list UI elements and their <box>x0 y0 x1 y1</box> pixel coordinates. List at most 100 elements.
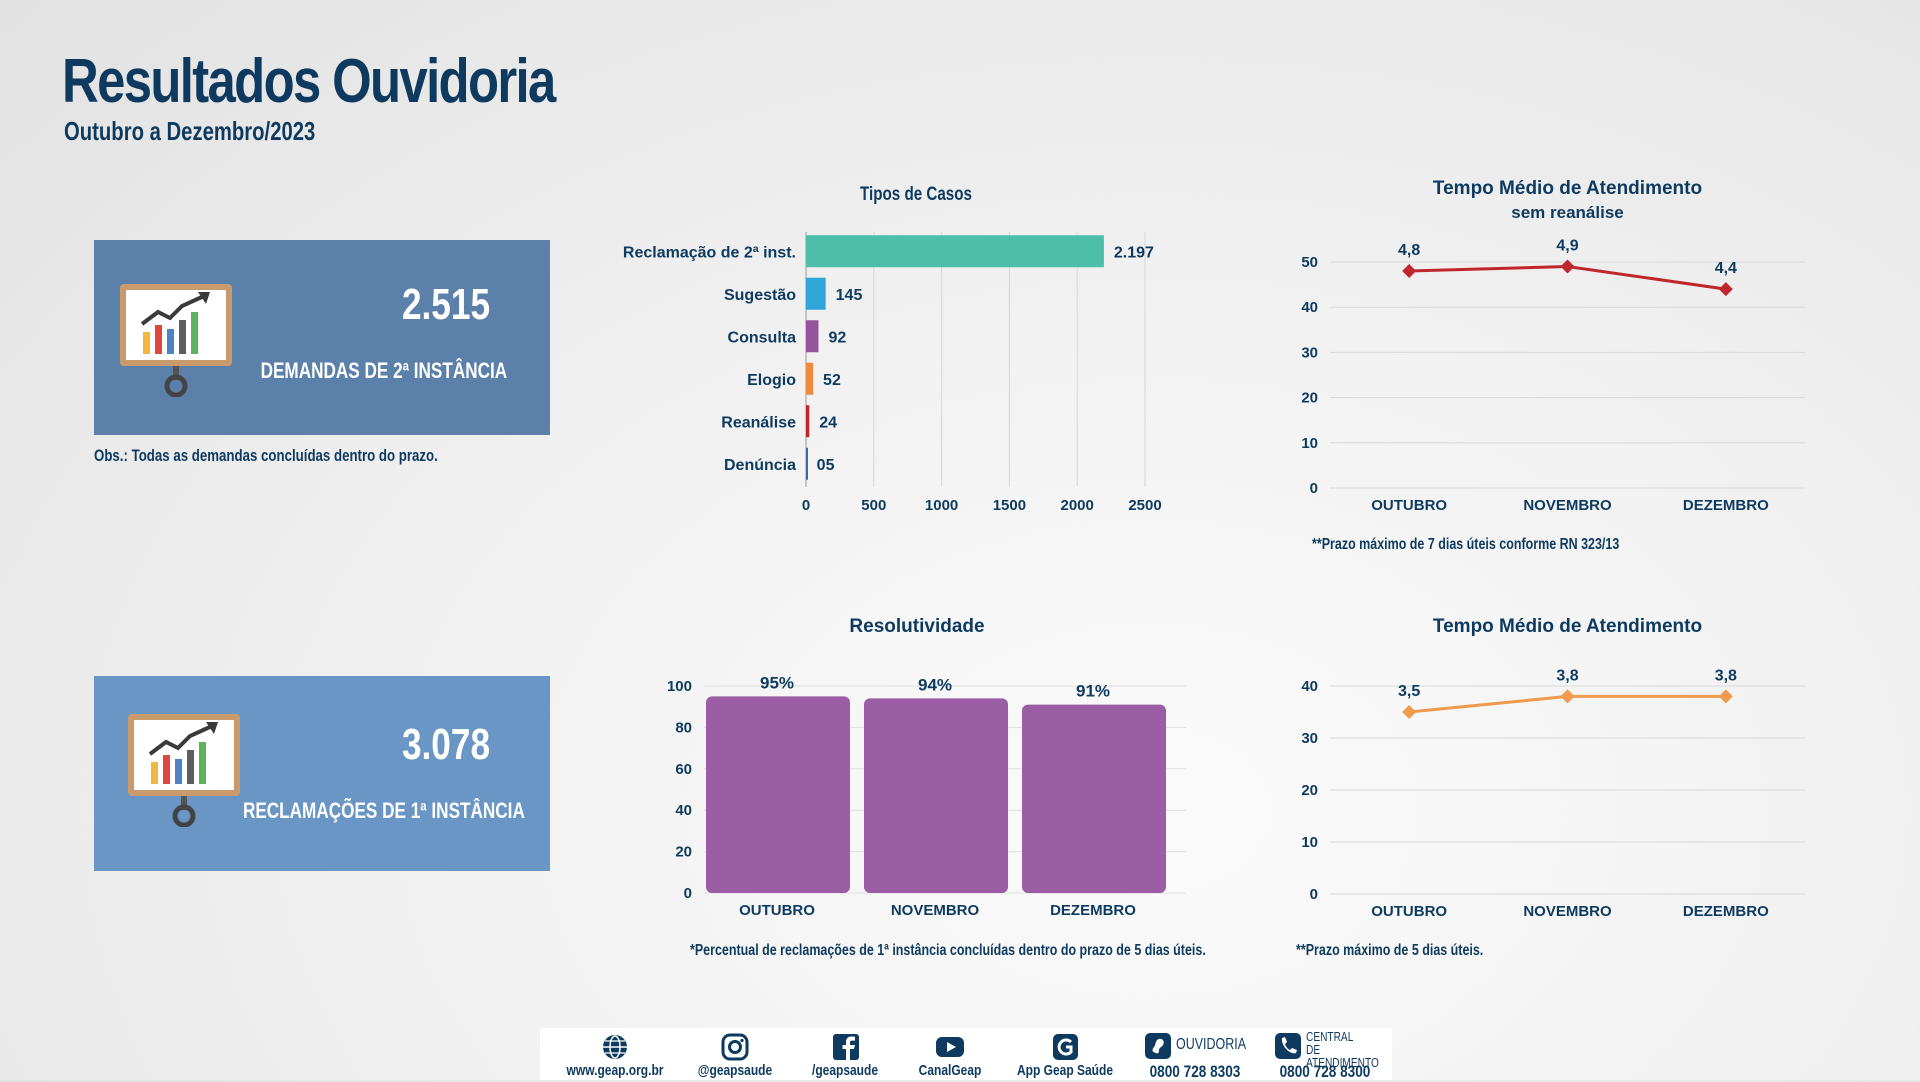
footer-label: /geapsaude <box>811 1062 879 1079</box>
y-tick-label: 80 <box>675 719 692 736</box>
data-label: 4,8 <box>1398 242 1420 259</box>
bar <box>806 277 826 310</box>
y-tick-label: 20 <box>675 844 692 861</box>
x-tick-label: OUTUBRO <box>1371 903 1447 920</box>
y-tick-label: 40 <box>1301 678 1318 695</box>
x-tick-label: DEZEMBRO <box>1683 903 1769 920</box>
tempo2-footnote: **Prazo máximo de 5 dias úteis. <box>1296 942 1484 959</box>
footer-app[interactable]: App Geap Saúde <box>1000 1028 1130 1080</box>
footer-youtube[interactable]: CanalGeap <box>900 1028 1000 1080</box>
chart-title: Tempo Médio de Atendimento <box>1433 616 1702 637</box>
kpi-observation: Obs.: Todas as demandas concluídas dentr… <box>94 446 438 465</box>
chart-title: Tipos de Casos <box>860 182 972 204</box>
x-tick-label: 2000 <box>1061 497 1094 514</box>
footer-label: App Geap Saúde <box>1016 1062 1114 1079</box>
tipos-de-casos-chart: Tipos de Casos 0 500 1000 1500 2000 2500 Reclam… <box>623 182 1162 514</box>
x-tick-label: 500 <box>861 497 886 514</box>
chart-title: Resolutividade <box>849 616 984 637</box>
data-point <box>1718 282 1733 297</box>
footer-facebook[interactable]: /geapsaude <box>790 1028 900 1080</box>
tempo1-footnote: **Prazo máximo de 7 dias úteis conforme … <box>1312 536 1620 553</box>
presentation-chart-icon <box>120 284 232 397</box>
data-label: 4,9 <box>1556 238 1578 255</box>
y-tick-label: 40 <box>675 802 692 819</box>
data-label: 4,4 <box>1715 260 1737 277</box>
data-label: 05 <box>817 457 835 474</box>
page-subtitle: Outubro a Dezembro/2023 <box>64 116 316 146</box>
data-label: 24 <box>819 414 837 431</box>
instagram-icon <box>721 1033 749 1061</box>
data-label: 95% <box>760 673 794 692</box>
y-tick-label: 10 <box>1301 435 1318 452</box>
x-tick-label: OUTUBRO <box>1371 497 1447 514</box>
ouvidoria-icon <box>1145 1033 1171 1059</box>
data-label: 145 <box>836 287 863 304</box>
category-label: Sugestão <box>724 287 796 304</box>
bar <box>806 362 814 395</box>
x-tick-label: DEZEMBRO <box>1683 497 1769 514</box>
x-tick-label: NOVEMBRO <box>1523 497 1612 514</box>
data-point <box>1560 259 1575 274</box>
data-label: 2.197 <box>1114 244 1154 261</box>
data-point <box>1560 689 1575 704</box>
resolutividade-footnote: *Percentual de reclamações de 1ª instânc… <box>690 942 1206 959</box>
data-label: 3,8 <box>1715 667 1737 684</box>
bar <box>806 235 1104 268</box>
footer-label: @geapsaude <box>697 1062 773 1079</box>
footer-instagram[interactable]: @geapsaude <box>680 1028 790 1080</box>
data-label: 3,5 <box>1398 683 1420 700</box>
x-tick-label: 1500 <box>993 497 1026 514</box>
footer-ouvidoria[interactable]: OUVIDORIA 0800 728 8303 <box>1130 1028 1260 1081</box>
y-tick-label: 30 <box>1301 344 1318 361</box>
data-point <box>1402 264 1417 279</box>
x-tick-label: 1000 <box>925 497 958 514</box>
kpi-value: 2.515 <box>401 280 491 329</box>
data-label: 92 <box>828 329 846 346</box>
footer-label: www.geap.org.br <box>566 1062 664 1079</box>
footer-contact-bar: www.geap.org.br @geapsaude /geapsaude Ca… <box>540 1028 1392 1081</box>
x-tick-label: OUTUBRO <box>739 902 815 919</box>
bar <box>1022 704 1166 893</box>
bar <box>864 698 1008 893</box>
kpi-value: 3.078 <box>401 720 491 769</box>
chart-title: Tempo Médio de Atendimento <box>1433 178 1702 199</box>
tempo-medio-chart: Tempo Médio de Atendimento 0 10 20 30 40 3,5 3,… <box>1301 616 1805 920</box>
facebook-icon <box>833 1034 859 1060</box>
x-tick-label: 0 <box>802 497 810 514</box>
footer-website[interactable]: www.geap.org.br <box>550 1028 680 1080</box>
x-tick-label: NOVEMBRO <box>1523 903 1612 920</box>
y-tick-label: 40 <box>1301 299 1318 316</box>
x-tick-label: DEZEMBRO <box>1050 902 1136 919</box>
chart-subtitle: sem reanálise <box>1511 203 1623 222</box>
category-label: Reanálise <box>721 414 796 431</box>
category-label: Elogio <box>747 372 796 389</box>
y-tick-label: 20 <box>1301 782 1318 799</box>
ouvidoria-caption: OUVIDORIA <box>1176 1036 1247 1053</box>
x-tick-label: NOVEMBRO <box>891 902 980 919</box>
presentation-chart-icon <box>128 714 240 827</box>
phone-icon <box>1275 1033 1301 1059</box>
globe-icon <box>603 1035 627 1059</box>
category-label: Denúncia <box>724 457 796 474</box>
y-tick-label: 30 <box>1301 730 1318 747</box>
page-title: Resultados Ouvidoria <box>62 47 556 116</box>
app-icon <box>1053 1034 1078 1060</box>
category-label: Consulta <box>728 329 797 346</box>
tempo-medio-sem-reanalise-chart: Tempo Médio de Atendimento sem reanálise 0… <box>1301 178 1805 514</box>
x-tick-label: 2500 <box>1128 497 1161 514</box>
footer-label: 0800 728 8303 <box>1149 1062 1241 1081</box>
data-point <box>1718 689 1733 704</box>
bar <box>806 320 819 353</box>
footer-label: CanalGeap <box>918 1062 982 1079</box>
bar <box>806 405 810 438</box>
data-label: 3,8 <box>1556 667 1578 684</box>
y-tick-label: 10 <box>1301 834 1318 851</box>
y-tick-label: 100 <box>667 678 692 695</box>
footer-label: 0800 728 8300 <box>1279 1062 1371 1081</box>
youtube-icon <box>936 1037 964 1057</box>
data-label: 94% <box>918 675 952 694</box>
y-tick-label: 0 <box>684 885 692 902</box>
central-caption: CENTRAL DE ATENDIMENTO <box>1306 1029 1379 1070</box>
footer-central[interactable]: CENTRAL DE ATENDIMENTO 0800 728 8300 <box>1260 1028 1390 1081</box>
kpi-card-reclamacoes: 3.078 RECLAMAÇÕES DE 1ª INSTÂNCIA <box>94 676 550 871</box>
